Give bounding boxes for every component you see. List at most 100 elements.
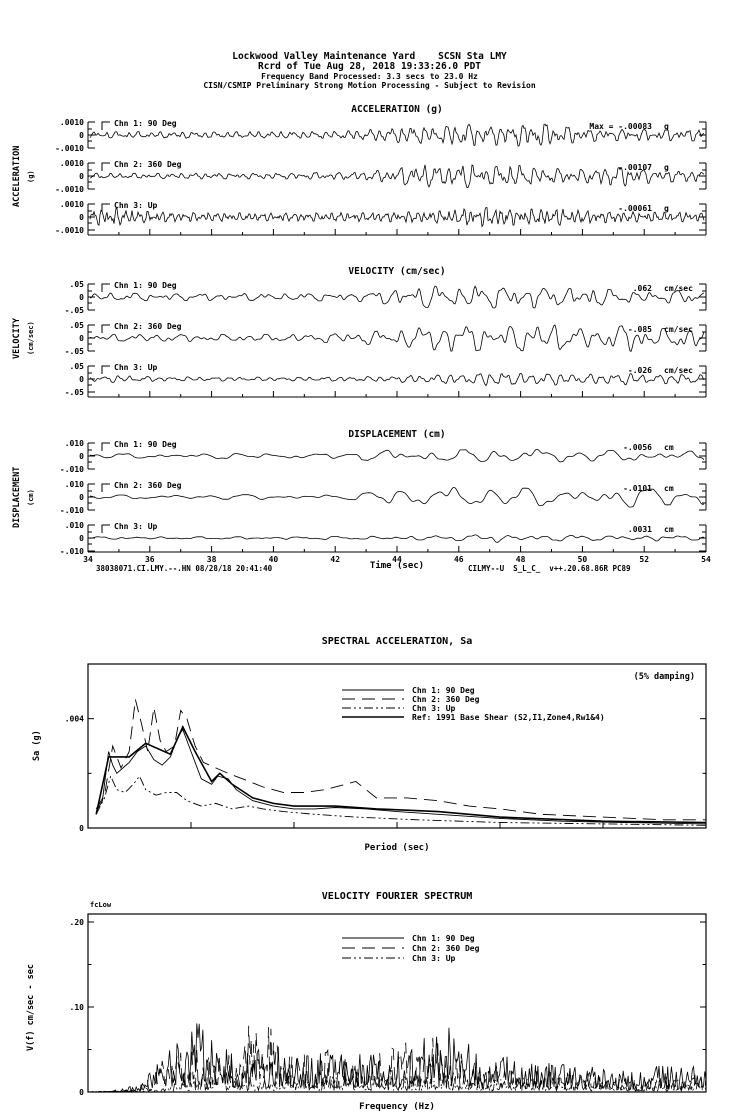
trace-velocity-chn2 bbox=[89, 324, 705, 352]
channel-label-bracket bbox=[101, 442, 110, 451]
channel-label-bracket bbox=[101, 365, 110, 374]
y-tick-label: 0 bbox=[79, 534, 84, 543]
y-tick-label: .0010 bbox=[60, 159, 84, 168]
frequency-band-line: Frequency Band Processed: 3.3 secs to 23… bbox=[261, 72, 478, 81]
x-tick-label: 54 bbox=[701, 555, 711, 564]
fourier-series-2 bbox=[88, 1025, 707, 1093]
legend-label: Chn 1: 90 Deg bbox=[412, 934, 475, 943]
spectral-acceleration-title: SPECTRAL ACCELERATION, Sa bbox=[321, 636, 473, 647]
y-tick-label: -.010 bbox=[60, 465, 84, 474]
y-tick-label: .004 bbox=[65, 715, 84, 724]
channel-label-bracket bbox=[101, 121, 110, 130]
channel-label-bracket bbox=[101, 283, 110, 292]
velocity-axis-label: VELOCITY bbox=[12, 318, 22, 359]
y-tick-label: .010 bbox=[65, 521, 84, 530]
plot-frame bbox=[87, 663, 707, 829]
fourier-series-3 bbox=[88, 1073, 707, 1093]
peak-unit: cm bbox=[664, 443, 674, 452]
peak-unit: g bbox=[664, 204, 669, 213]
peak-value: -.00061 bbox=[618, 204, 652, 213]
trace-displacement-chn2 bbox=[89, 486, 705, 508]
frequency-axis-label: Frequency (Hz) bbox=[359, 1102, 435, 1112]
legend-label: Chn 3: Up bbox=[412, 704, 456, 713]
y-tick-label: .05 bbox=[70, 321, 85, 330]
x-tick-label: 34 bbox=[83, 555, 93, 564]
legend-label: Ref: 1991 Base Shear (S2,I1,Zone4,Rw1&4) bbox=[412, 713, 605, 722]
x-tick-label: 38 bbox=[207, 555, 217, 564]
y-tick-label: .0010 bbox=[60, 200, 84, 209]
x-tick-label: 36 bbox=[145, 555, 155, 564]
y-tick-label: -.0010 bbox=[55, 185, 84, 194]
displacement-group-title: DISPLACEMENT (cm) bbox=[348, 429, 446, 440]
x-tick-label: 44 bbox=[392, 555, 402, 564]
channel-label: Chn 3: Up bbox=[114, 522, 158, 531]
y-tick-label: -.05 bbox=[65, 388, 84, 397]
y-tick-label: -.05 bbox=[65, 306, 84, 315]
processing-version-footer: CILMY--U S_L_C_ v++.20.68.86R PC89 bbox=[468, 564, 631, 573]
channel-label: Chn 1: 90 Deg bbox=[114, 440, 177, 449]
y-tick-label: .010 bbox=[65, 480, 84, 489]
y-tick-label: 0 bbox=[79, 213, 84, 222]
y-tick-label: -.0010 bbox=[55, 226, 84, 235]
fourier-series-1 bbox=[88, 1023, 707, 1093]
time-axis-label: Time (sec) bbox=[369, 561, 425, 571]
x-tick-label: 48 bbox=[516, 555, 526, 564]
sa-y-axis-label: Sa (g) bbox=[32, 730, 42, 761]
channel-label: Chn 2: 360 Deg bbox=[114, 481, 182, 490]
report-header: Lockwood Valley Maintenance Yard SCSN St… bbox=[0, 52, 739, 91]
trace-acceleration-chn1 bbox=[89, 123, 705, 147]
channel-label: Chn 2: 360 Deg bbox=[114, 160, 182, 169]
fourier-y-axis-label: V(f) cm/sec - sec bbox=[26, 964, 36, 1051]
filter-corner-label: fcLow bbox=[90, 901, 112, 909]
sa-series-4 bbox=[95, 725, 707, 824]
x-tick-label: 40 bbox=[269, 555, 279, 564]
y-tick-label: 0 bbox=[79, 824, 84, 833]
displacement-axis-label: DISPLACEMENT bbox=[12, 466, 22, 528]
channel-label-bracket bbox=[101, 524, 110, 533]
displacement-axis-unit: (cm) bbox=[27, 489, 35, 506]
y-tick-label: .010 bbox=[65, 439, 84, 448]
peak-unit: cm/sec bbox=[664, 284, 693, 293]
y-tick-label: -.010 bbox=[60, 506, 84, 515]
channel-label-bracket bbox=[101, 324, 110, 333]
peak-value: -.00107 bbox=[618, 163, 652, 172]
y-tick-label: .10 bbox=[70, 1003, 85, 1012]
trace-velocity-chn3 bbox=[89, 372, 705, 387]
peak-value: -.026 bbox=[628, 366, 652, 375]
sa-series-3 bbox=[95, 774, 707, 826]
peak-value: .0031 bbox=[628, 525, 652, 534]
channel-label: Chn 1: 90 Deg bbox=[114, 119, 177, 128]
y-tick-label: .0010 bbox=[60, 118, 84, 127]
y-tick-label: 0 bbox=[79, 493, 84, 502]
sa-series-2 bbox=[95, 699, 706, 821]
velocity-axis-unit: (cm/sec) bbox=[27, 321, 35, 355]
acceleration-axis-label: ACCELERATION bbox=[12, 145, 22, 207]
channel-label-bracket bbox=[101, 483, 110, 492]
peak-unit: cm/sec bbox=[664, 366, 693, 375]
y-tick-label: 0 bbox=[79, 375, 84, 384]
y-tick-label: 0 bbox=[79, 1088, 84, 1097]
x-tick-label: 50 bbox=[578, 555, 588, 564]
record-id-footer: 38038071.CI.LMY.--.HN 08/28/18 20:41:40 bbox=[96, 564, 273, 573]
record-time-line: Rcrd of Tue Aug 28, 2018 19:33:26.0 PDT bbox=[257, 61, 482, 72]
trace-velocity-chn1 bbox=[90, 285, 705, 309]
peak-value: -.0056 bbox=[623, 443, 652, 452]
channel-label: Chn 2: 360 Deg bbox=[114, 322, 182, 331]
y-tick-label: 0 bbox=[79, 334, 84, 343]
processing-note-line: CISN/CSMIP Preliminary Strong Motion Pro… bbox=[203, 81, 536, 90]
peak-unit: cm bbox=[664, 484, 674, 493]
legend-label: Chn 1: 90 Deg bbox=[412, 686, 475, 695]
peak-unit: g bbox=[664, 122, 669, 131]
peak-value: .062 bbox=[633, 284, 652, 293]
y-tick-label: 0 bbox=[79, 131, 84, 140]
trace-acceleration-chn3 bbox=[89, 206, 705, 228]
legend-label: Chn 3: Up bbox=[412, 954, 456, 963]
peak-value: Max = -.00083 bbox=[589, 122, 652, 131]
plot-frame bbox=[87, 913, 707, 1093]
acceleration-group-title: ACCELERATION (g) bbox=[351, 104, 443, 115]
velocity-group-title: VELOCITY (cm/sec) bbox=[348, 266, 446, 277]
y-tick-label: 0 bbox=[79, 452, 84, 461]
y-tick-label: .05 bbox=[70, 280, 85, 289]
x-tick-label: 42 bbox=[330, 555, 340, 564]
